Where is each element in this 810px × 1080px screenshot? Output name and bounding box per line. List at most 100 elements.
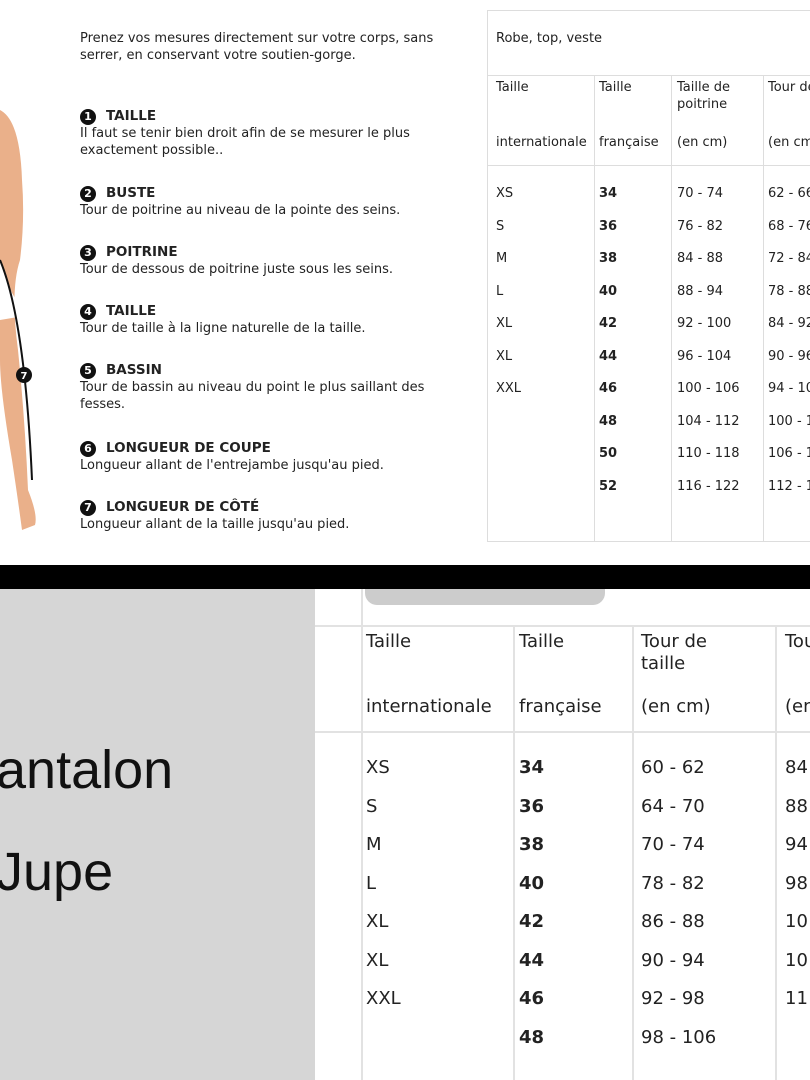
table-cell: 42 bbox=[519, 911, 545, 932]
step-number-icon: 4 bbox=[80, 303, 96, 320]
step-number-icon: 3 bbox=[80, 244, 96, 261]
table-cell: 10 bbox=[785, 949, 808, 971]
table-cell: 78 - 88 bbox=[768, 283, 810, 299]
column-header-unit: française bbox=[519, 696, 602, 717]
table-cell: XL bbox=[366, 949, 389, 971]
step-text: Tour de dessous de poitrine juste sous l… bbox=[80, 262, 394, 277]
table-cell: 70 - 74 bbox=[677, 186, 724, 201]
table-title: Robe, top, veste bbox=[496, 31, 603, 46]
column-header: Taille bbox=[519, 631, 565, 652]
table-cell: M bbox=[496, 251, 508, 266]
table-cell: 78 - 82 bbox=[641, 872, 705, 894]
table-cell: S bbox=[366, 795, 378, 817]
column-header-unit: (en cm) bbox=[641, 696, 711, 717]
table-cell: 50 bbox=[599, 446, 618, 461]
table-cell: 36 bbox=[519, 795, 545, 817]
table-cell: 90 - 96 bbox=[768, 348, 810, 364]
table-cell: 86 - 88 bbox=[641, 911, 705, 932]
figure-marker: 7 bbox=[21, 371, 28, 382]
table-cell: 100 - 106 bbox=[677, 381, 740, 396]
step-title: TAILLE bbox=[106, 303, 157, 319]
column-header: Tour de taille bbox=[641, 631, 707, 674]
table-cell: L bbox=[366, 872, 377, 894]
table-cell: 84 bbox=[785, 757, 808, 778]
step-title: POITRINE bbox=[106, 244, 178, 260]
table-cell: 62 - 66 bbox=[768, 186, 810, 201]
step-number-icon: 2 bbox=[80, 185, 96, 202]
measurement-step: 7 LONGUEUR DE CÔTÉ Longueur allant de la … bbox=[80, 499, 470, 533]
table-cell: XXL bbox=[366, 988, 401, 1009]
table-cell: 84 - 88 bbox=[677, 251, 724, 266]
table-cell: 100 - 1 bbox=[768, 413, 810, 429]
step-number-icon: 6 bbox=[80, 440, 96, 457]
table-cell: 116 - 122 bbox=[677, 478, 740, 494]
intro-text: Prenez vos mesures directement sur votre… bbox=[80, 31, 434, 63]
step-title: LONGUEUR DE COUPE bbox=[106, 440, 271, 456]
column-header-unit: française bbox=[599, 135, 659, 150]
category-label-jupe: Jupe bbox=[0, 842, 114, 902]
table-cell: 76 - 82 bbox=[677, 218, 724, 234]
table-cell: 44 bbox=[519, 949, 545, 971]
step-title: BUSTE bbox=[106, 185, 156, 201]
table-cell: 48 bbox=[519, 1026, 545, 1048]
step-text: Tour de bassin au niveau du point le plu… bbox=[80, 380, 425, 412]
table-cell: 68 - 76 bbox=[768, 218, 810, 234]
column-header-unit: internationale bbox=[496, 135, 587, 150]
column-header-unit: internationale bbox=[366, 696, 492, 717]
table-cell: 38 bbox=[519, 834, 545, 855]
table-cell: 94 - 10 bbox=[768, 381, 810, 396]
measurement-step: 2 BUSTE Tour de poitrine au niveau de la … bbox=[80, 185, 470, 219]
table-cell: 60 - 62 bbox=[641, 757, 705, 778]
column-header-unit: (en cm) bbox=[677, 135, 728, 150]
column-header: Tour de taille bbox=[768, 80, 810, 95]
table-cell: 52 bbox=[599, 478, 618, 494]
step-number-icon: 1 bbox=[80, 108, 96, 125]
size-table-robe-top-veste: Robe, top, veste Taille internationale Ta… bbox=[487, 10, 810, 542]
table-cell: 64 - 70 bbox=[641, 795, 705, 817]
table-cell: 98 bbox=[785, 872, 808, 894]
table-cell: 92 - 100 bbox=[677, 316, 732, 331]
table-cell: XL bbox=[496, 348, 513, 364]
table-cell: 92 - 98 bbox=[641, 988, 705, 1009]
step-number-icon: 5 bbox=[80, 362, 96, 379]
table-cell: 106 - 1 bbox=[768, 446, 810, 461]
table-cell: 88 bbox=[785, 795, 808, 817]
step-title: TAILLE bbox=[106, 108, 157, 124]
table-cell: 36 bbox=[599, 218, 618, 234]
column-header: Taille bbox=[599, 80, 632, 95]
table-cell: XL bbox=[366, 911, 389, 932]
table-cell: 110 - 118 bbox=[677, 446, 740, 461]
measurement-step: 3 POITRINE Tour de dessous de poitrine ju… bbox=[80, 244, 470, 278]
measurement-step: 4 TAILLE Tour de taille à la ligne nature… bbox=[80, 303, 470, 337]
measurement-step: 5 BASSIN Tour de bassin au niveau du poin… bbox=[80, 362, 470, 413]
table-cell: 84 - 92 bbox=[768, 316, 810, 331]
table-cell: 11 bbox=[785, 988, 808, 1009]
table-cell: XL bbox=[496, 316, 513, 331]
smudge bbox=[365, 589, 605, 605]
step-text: Longueur allant de l'entrejambe jusqu'au… bbox=[80, 458, 384, 473]
table-cell: 88 - 94 bbox=[677, 283, 724, 299]
step-text: Tour de taille à la ligne naturelle de l… bbox=[80, 321, 366, 336]
size-table-pantalon-jupe: Taille internationale Taille française Tou… bbox=[315, 589, 810, 1080]
table-cell: 104 - 112 bbox=[677, 413, 740, 429]
table-cell: 38 bbox=[599, 251, 618, 266]
table-cell: XXL bbox=[496, 381, 522, 396]
table-cell: 96 - 104 bbox=[677, 348, 732, 364]
table-cell: 10 bbox=[785, 911, 808, 932]
column-header: Taille bbox=[366, 631, 412, 652]
step-text: Longueur allant de la taille jusqu'au pi… bbox=[80, 517, 350, 532]
step-text: Tour de poitrine au niveau de la pointe … bbox=[80, 203, 401, 218]
divider-bar bbox=[0, 565, 810, 589]
table-cell: 40 bbox=[519, 872, 545, 894]
column-header: Taille de poitrine bbox=[677, 80, 730, 112]
table-cell: M bbox=[366, 834, 382, 855]
measurement-guide: 7 Prenez vos mesures directement sur vot… bbox=[0, 10, 810, 542]
step-text: Il faut se tenir bien droit afin de se m… bbox=[80, 126, 410, 158]
table-cell: 46 bbox=[599, 381, 618, 396]
step-title: BASSIN bbox=[106, 362, 162, 378]
column-header-unit: (en cm) bbox=[785, 696, 810, 717]
table-cell: 46 bbox=[519, 988, 545, 1009]
column-header-unit: (en cm) bbox=[768, 135, 810, 150]
table-cell: S bbox=[496, 218, 505, 234]
table-cell: XS bbox=[366, 757, 390, 778]
